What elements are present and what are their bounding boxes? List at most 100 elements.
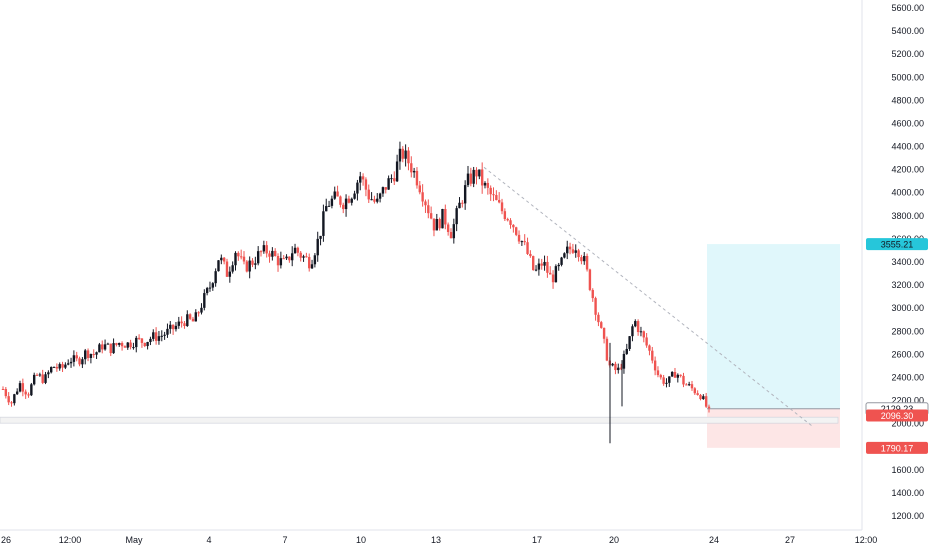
stop-zone[interactable] bbox=[707, 408, 840, 448]
candle-body bbox=[95, 352, 98, 355]
candle-body bbox=[376, 198, 379, 202]
candle-body bbox=[489, 187, 492, 195]
candle-body bbox=[702, 396, 705, 400]
candle-body bbox=[319, 235, 322, 239]
candle-body bbox=[614, 363, 617, 371]
candle-body bbox=[58, 364, 61, 369]
candle-body bbox=[157, 336, 161, 341]
trendline[interactable] bbox=[483, 166, 813, 427]
candle-body bbox=[276, 256, 280, 266]
candle-body bbox=[478, 169, 481, 177]
candle-body bbox=[361, 176, 365, 180]
candle-body bbox=[163, 334, 166, 336]
candle-body bbox=[432, 218, 436, 231]
candle-body bbox=[642, 331, 645, 338]
candle-body bbox=[659, 375, 662, 378]
time-axis-bg bbox=[0, 530, 932, 550]
candle-body bbox=[495, 195, 498, 201]
candle-body bbox=[325, 206, 328, 212]
candle-body bbox=[69, 361, 73, 364]
candle-body bbox=[631, 326, 634, 337]
x-tick-label: 7 bbox=[282, 535, 287, 545]
candle-body bbox=[676, 374, 680, 378]
candle-body bbox=[92, 354, 95, 356]
candle-body bbox=[291, 253, 294, 261]
candle-body bbox=[106, 343, 110, 345]
candle-body bbox=[242, 256, 246, 262]
candle-body bbox=[61, 364, 64, 368]
candle-body bbox=[452, 224, 456, 239]
y-tick-label: 3200.00 bbox=[891, 280, 924, 290]
candle-body bbox=[441, 208, 444, 229]
time-axis[interactable]: 26 12:00 May 4 7 10 13 17 20 24 27 12:00 bbox=[1, 535, 877, 545]
candle-body bbox=[188, 314, 192, 319]
candle-body bbox=[30, 384, 33, 396]
y-tick-label: 2200.00 bbox=[891, 396, 924, 406]
candle-body bbox=[665, 382, 668, 384]
candle-body bbox=[492, 194, 495, 196]
candle-body bbox=[429, 213, 433, 219]
candle-body bbox=[78, 358, 81, 365]
candle-body bbox=[679, 374, 682, 376]
y-tick-label: 1200.00 bbox=[891, 511, 924, 521]
candle-body bbox=[27, 394, 30, 396]
candle-body bbox=[67, 363, 70, 365]
candle-body bbox=[532, 256, 535, 270]
candle-body bbox=[256, 251, 260, 264]
candle-body bbox=[699, 394, 702, 400]
candle-body bbox=[506, 219, 509, 221]
candle-body bbox=[704, 396, 708, 407]
candle-body bbox=[120, 342, 124, 347]
x-tick-label: 4 bbox=[206, 535, 211, 545]
y-tick-label: 4600.00 bbox=[891, 118, 924, 128]
candle-body bbox=[591, 289, 594, 299]
candle-body bbox=[520, 241, 524, 243]
candle-body bbox=[560, 257, 563, 265]
candle-body bbox=[568, 246, 572, 250]
candle-body bbox=[398, 148, 402, 162]
candle-body bbox=[512, 224, 515, 228]
y-tick-label: 3400.00 bbox=[891, 257, 924, 267]
candle-body bbox=[583, 255, 586, 262]
last-price-tag-bg bbox=[866, 409, 928, 422]
candle-body bbox=[251, 260, 254, 265]
support-band[interactable] bbox=[0, 416, 839, 424]
candle-body bbox=[438, 219, 441, 229]
candle-body bbox=[611, 363, 614, 366]
candle-body bbox=[500, 202, 504, 212]
candle-body bbox=[13, 394, 16, 404]
candle-body bbox=[21, 383, 25, 392]
candle-body bbox=[293, 247, 297, 254]
target-zone[interactable] bbox=[707, 244, 840, 409]
candle-body bbox=[449, 231, 453, 239]
y-tick-label: 5200.00 bbox=[891, 49, 924, 59]
candle-body bbox=[186, 314, 189, 326]
candle-body bbox=[648, 345, 651, 351]
candle-body bbox=[353, 193, 356, 199]
candle-body bbox=[248, 260, 251, 272]
candle-body bbox=[602, 327, 606, 339]
candle-body bbox=[472, 169, 475, 184]
candle-body bbox=[707, 406, 711, 409]
candle-body bbox=[75, 355, 78, 359]
candle-body bbox=[359, 176, 362, 183]
candle-body bbox=[152, 332, 155, 339]
candle-body bbox=[333, 191, 336, 199]
candle-body bbox=[514, 227, 518, 235]
candle-body bbox=[673, 371, 677, 378]
price-axis[interactable]: 1200.001400.001600.001800.002000.002200.… bbox=[891, 3, 924, 521]
y-tick-label: 4800.00 bbox=[891, 95, 924, 105]
candle-body bbox=[84, 350, 87, 360]
y-tick-label: 3800.00 bbox=[891, 211, 924, 221]
candle-body bbox=[149, 338, 152, 342]
candle-body bbox=[330, 198, 334, 206]
candle-body bbox=[543, 261, 546, 266]
candle-body bbox=[103, 344, 107, 350]
candle-body bbox=[268, 253, 271, 257]
candle-body bbox=[265, 245, 268, 254]
candle-body bbox=[279, 258, 283, 266]
candle-body bbox=[296, 247, 300, 253]
y-tick-label: 4400.00 bbox=[891, 142, 924, 152]
